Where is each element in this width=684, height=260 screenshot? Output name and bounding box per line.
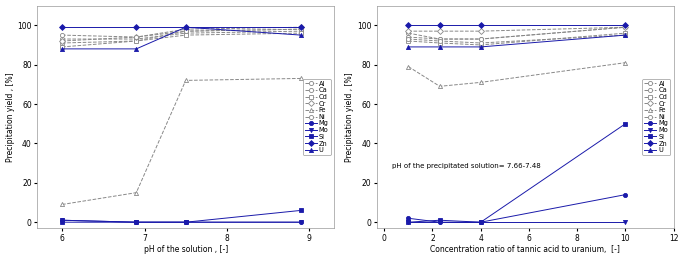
- Y-axis label: Precipitation yield , [%]: Precipitation yield , [%]: [345, 72, 354, 162]
- Y-axis label: Precipitation yield , [%]: Precipitation yield , [%]: [5, 72, 14, 162]
- Text: pH of the precipitated solution= 7.66-7.48: pH of the precipitated solution= 7.66-7.…: [392, 163, 540, 169]
- Legend: Al, Ca, Cd, Cr, Fe, Ni, Mg, Mo, Si, Zn, U: Al, Ca, Cd, Cr, Fe, Ni, Mg, Mo, Si, Zn, …: [642, 79, 670, 155]
- X-axis label: pH of the solution , [-]: pH of the solution , [-]: [144, 245, 228, 255]
- X-axis label: Concentration ratio of tannic acid to uranium,  [-]: Concentration ratio of tannic acid to ur…: [430, 245, 620, 255]
- Legend: Al, Ca, Cd, Cr, Fe, Ni, Mg, Mo, Si, Zn, U: Al, Ca, Cd, Cr, Fe, Ni, Mg, Mo, Si, Zn, …: [303, 79, 331, 155]
